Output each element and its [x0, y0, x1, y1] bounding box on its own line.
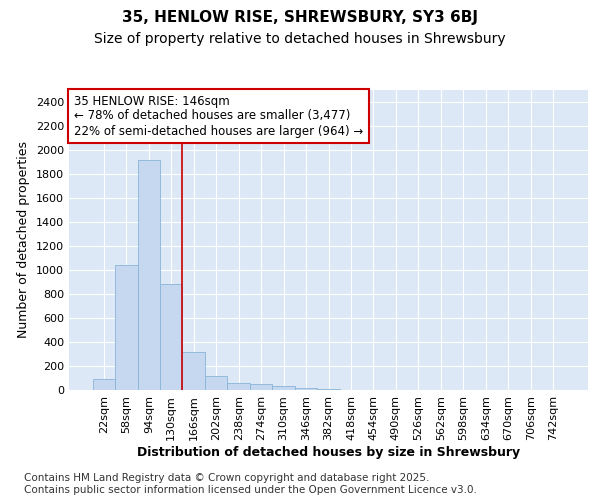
Bar [295, 388, 317, 390]
Y-axis label: Number of detached properties: Number of detached properties [17, 142, 31, 338]
Bar [182, 352, 205, 390]
Bar [92, 379, 115, 390]
Bar [115, 265, 137, 390]
Text: Contains HM Land Registry data © Crown copyright and database right 2025.
Contai: Contains HM Land Registry data © Crown c… [24, 474, 477, 495]
Bar [250, 384, 272, 390]
Text: 35, HENLOW RISE, SHREWSBURY, SY3 6BJ: 35, HENLOW RISE, SHREWSBURY, SY3 6BJ [122, 10, 478, 25]
Bar [272, 386, 295, 390]
Bar [160, 284, 182, 390]
X-axis label: Distribution of detached houses by size in Shrewsbury: Distribution of detached houses by size … [137, 446, 520, 458]
Bar [205, 376, 227, 390]
Bar [227, 383, 250, 390]
Bar [137, 160, 160, 390]
Text: 35 HENLOW RISE: 146sqm
← 78% of detached houses are smaller (3,477)
22% of semi-: 35 HENLOW RISE: 146sqm ← 78% of detached… [74, 94, 364, 138]
Text: Size of property relative to detached houses in Shrewsbury: Size of property relative to detached ho… [94, 32, 506, 46]
